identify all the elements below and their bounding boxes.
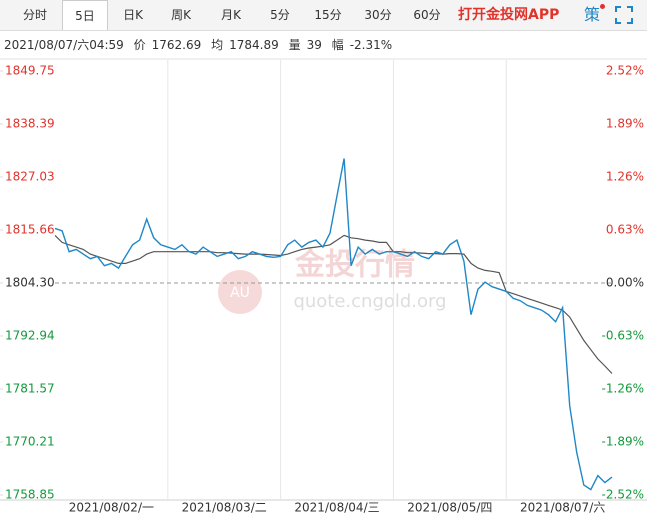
tab[interactable]: 5日: [62, 0, 108, 30]
tab[interactable]: 15分: [314, 8, 342, 22]
y2-tick-label: 0.63%: [606, 223, 644, 237]
average-line: [54, 234, 613, 374]
expand-icon[interactable]: [615, 6, 633, 24]
watermark-url: quote.cngold.org: [293, 291, 446, 312]
x-tick-label: 2021/08/02/一: [69, 501, 154, 515]
watermark-title: 金投行情: [294, 248, 415, 283]
x-tick-label: 2021/08/03/二: [182, 501, 267, 515]
y2-tick-label: 1.89%: [606, 117, 644, 131]
tab[interactable]: 30分: [364, 8, 392, 22]
info-label: 幅: [331, 38, 344, 52]
y-tick-label: 1827.03: [5, 169, 55, 183]
tab[interactable]: 月K: [221, 8, 241, 22]
y2-tick-label: -1.26%: [602, 382, 644, 396]
info-value: 39: [306, 38, 322, 52]
notification-dot: [600, 4, 605, 9]
y2-tick-label: 0.00%: [606, 276, 644, 290]
price-line: [54, 158, 613, 491]
y-tick-label: 1792.94: [5, 328, 55, 342]
y-tick-label: 1849.75: [5, 64, 55, 78]
watermark: AU 金投行情 quote.cngold.org: [218, 248, 447, 314]
y-tick-label: 1781.57: [5, 382, 55, 396]
tab[interactable]: 周K: [171, 8, 191, 22]
info-value: 1784.89: [229, 38, 279, 52]
y-tick-label: 1758.85: [5, 488, 55, 502]
app-link[interactable]: 打开金投网APP: [458, 7, 560, 23]
tab[interactable]: 日K: [123, 8, 143, 22]
info-value: -2.31%: [349, 38, 393, 52]
tab[interactable]: 5分: [270, 8, 290, 22]
y-tick-label: 1815.66: [5, 223, 55, 237]
y2-tick-label: 1.26%: [606, 170, 644, 184]
tab[interactable]: 分时: [22, 8, 47, 22]
y2-tick-label: -1.89%: [602, 435, 644, 449]
info-label: 均: [211, 38, 224, 52]
y2-tick-label: 2.52%: [606, 64, 644, 78]
info-bar: 2021/08/07/六04:59 价 1762.69 均 1784.89 量 39 …: [4, 36, 398, 53]
toolbar: 分时 5日 日K 周K 月K 5分 15分 30分 60分 打开金投网APP 策: [0, 0, 647, 31]
y-tick-label: 1838.39: [5, 116, 55, 130]
x-tick-label: 2021/08/05/四: [407, 501, 492, 515]
watermark-logo: [218, 270, 262, 314]
info-label: 量: [288, 38, 301, 52]
info-label: 价: [133, 38, 146, 52]
y-tick-label: 1770.21: [5, 435, 55, 449]
y2-tick-label: -0.63%: [602, 329, 644, 343]
info-time: 2021/08/07/六04:59: [4, 38, 124, 52]
y2-tick-label: -2.52%: [602, 488, 644, 502]
x-tick-label: 2021/08/07/六: [520, 501, 605, 515]
watermark-badge: AU: [230, 285, 250, 301]
x-tick-label: 2021/08/04/三: [294, 501, 379, 515]
info-value: 1762.69: [151, 38, 202, 52]
strategy-button[interactable]: 策: [584, 5, 601, 24]
tab[interactable]: 60分: [413, 8, 441, 22]
y-tick-label: 1804.30: [5, 276, 55, 290]
